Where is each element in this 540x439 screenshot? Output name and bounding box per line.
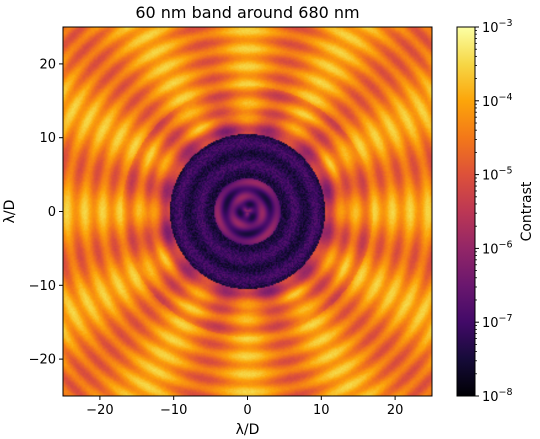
- x-tick-label: 10: [313, 403, 330, 418]
- colorbar-tick-label: 10−7: [482, 313, 513, 331]
- y-tick-label: 10: [39, 131, 56, 146]
- colorbar-tick-label: 10−8: [482, 387, 513, 405]
- heatmap-image: [63, 27, 432, 396]
- colorbar-title: Contrast: [519, 181, 535, 241]
- colorbar-tick-label: 10−5: [482, 166, 513, 184]
- colorbar-tick-label: 10−4: [482, 92, 513, 110]
- y-tick-label: −20: [29, 353, 56, 368]
- chart-title: 60 nm band around 680 nm: [135, 3, 359, 22]
- x-axis: −20 −10 0 10 20: [86, 396, 403, 418]
- y-axis: −20 −10 0 10 20: [29, 57, 63, 368]
- colorbar-axis: 10−8 10−7 10−6 10−5 10−4 10−3: [475, 18, 513, 405]
- colorbar-tick-label: 10−6: [482, 239, 513, 257]
- y-tick-label: −10: [29, 279, 56, 294]
- x-tick-label: −20: [86, 403, 113, 418]
- x-axis-title: λ/D: [236, 422, 260, 438]
- y-tick-label: 0: [48, 205, 56, 220]
- x-tick-label: 0: [243, 403, 251, 418]
- heatmap: [63, 27, 432, 396]
- colorbar-tick-label: 10−3: [482, 18, 513, 36]
- x-tick-label: 20: [387, 403, 404, 418]
- y-tick-label: 20: [39, 57, 56, 72]
- x-tick-label: −10: [160, 403, 187, 418]
- colorbar: [456, 26, 476, 397]
- y-axis-title: λ/D: [2, 200, 18, 224]
